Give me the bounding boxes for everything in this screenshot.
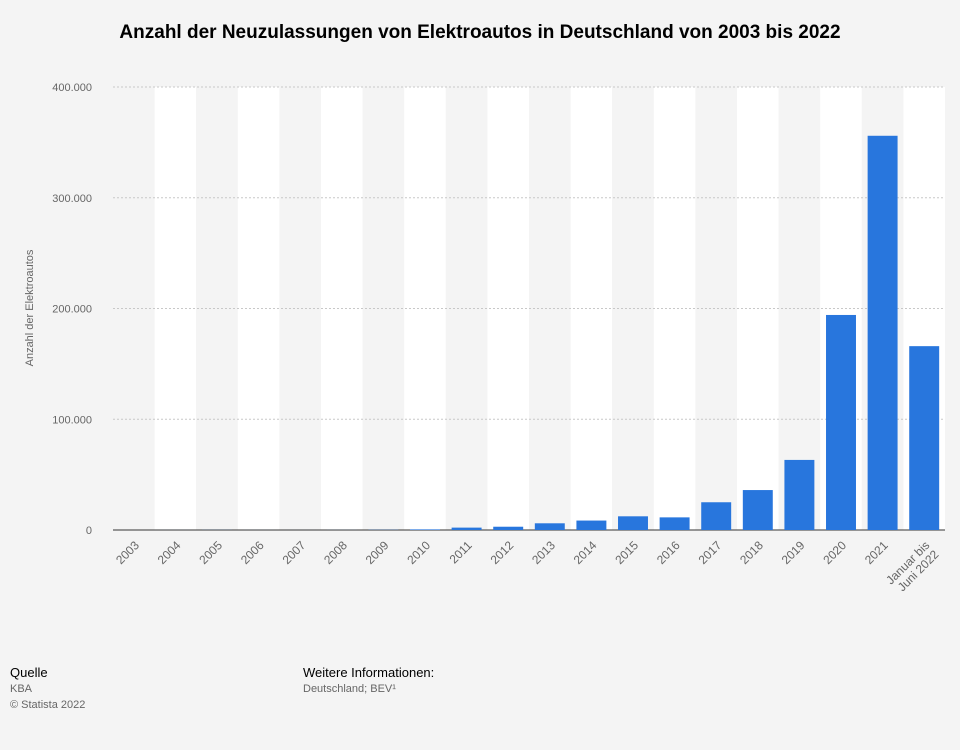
x-tick-label: 2021 [862,538,891,567]
y-tick-label: 100.000 [52,414,92,426]
x-tick-label: 2017 [696,538,725,567]
y-tick-label: 0 [86,525,92,537]
x-tick-label: 2008 [321,538,350,567]
x-tick-label: 2014 [571,538,600,567]
x-tick-label: 2010 [404,538,433,567]
bar[interactable] [410,529,440,530]
x-tick-label: 2011 [447,538,475,566]
x-tick-label: 2018 [737,538,766,567]
source-heading: Quelle [10,665,48,680]
y-tick-label: 400.000 [52,82,92,94]
x-tick-label: 2006 [238,538,267,567]
bar[interactable] [534,523,565,530]
x-tick-label: 2016 [654,538,683,567]
source-name: KBA [10,683,33,695]
bars [160,135,940,530]
bar[interactable] [742,490,773,530]
chart-title: Anzahl der Neuzulassungen von Elektroaut… [119,22,841,43]
x-tick-label: 2003 [113,538,142,567]
x-tick-label: 2012 [488,538,517,567]
bar[interactable] [659,517,690,530]
bar[interactable] [701,502,732,530]
bar[interactable] [909,346,940,530]
x-tick-label: 2013 [529,538,558,567]
x-tick-label: 2007 [280,538,309,567]
bar[interactable] [576,520,607,530]
bar[interactable] [826,314,856,530]
bar[interactable] [867,135,898,530]
x-tick-label: 2019 [779,538,808,567]
y-axis-ticks: 0 100.000 200.000 300.000 400.000 [52,82,92,537]
bar[interactable] [493,526,524,530]
info-text: Deutschland; BEV¹ [303,683,396,695]
x-tick-label: 2020 [820,538,849,567]
copyright-text: © Statista 2022 [10,699,86,711]
x-tick-label: 2005 [196,538,225,567]
x-tick-label: 2004 [155,538,184,567]
info-block: Weitere Informationen: Deutschland; BEV¹ [303,664,434,697]
info-heading: Weitere Informationen: [303,665,435,680]
x-tick-label: Januar bisJuni 2022 [883,538,941,596]
bar[interactable] [784,459,815,530]
x-tick-label: 2015 [612,538,641,567]
y-tick-label: 300.000 [52,193,92,205]
y-tick-label: 200.000 [52,304,92,316]
y-axis-label: Anzahl der Elektroautos [24,249,36,366]
x-tick-label: 2009 [363,538,392,567]
x-axis-ticks: 2003 2004 2005 2006 2007 2008 2009 2010 2011 2012… [113,538,942,596]
bar[interactable] [451,527,482,530]
source-block: Quelle KBA © Statista 2022 [10,664,85,713]
bar[interactable] [618,516,648,530]
